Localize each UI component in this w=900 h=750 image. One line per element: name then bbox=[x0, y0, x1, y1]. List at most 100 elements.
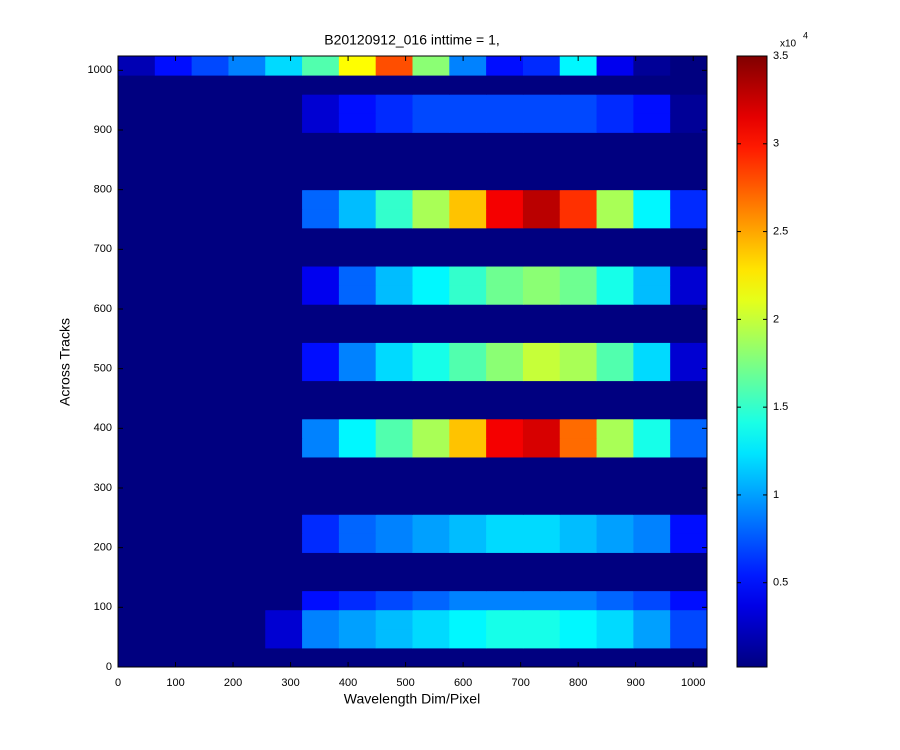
heatmap-cell bbox=[449, 132, 487, 152]
heatmap-cell bbox=[191, 552, 229, 573]
heatmap-cell bbox=[154, 170, 193, 191]
heatmap-cell bbox=[522, 132, 561, 152]
heatmap-cell bbox=[228, 590, 266, 611]
heatmap-cell bbox=[228, 533, 266, 553]
heatmap-cell bbox=[633, 304, 671, 324]
heatmap-cell bbox=[118, 266, 156, 286]
heatmap-cell bbox=[522, 227, 561, 248]
heatmap-cell bbox=[670, 590, 708, 611]
heatmap-cell bbox=[412, 208, 450, 229]
heatmap-cell bbox=[375, 552, 413, 573]
heatmap-cell bbox=[191, 208, 229, 229]
heatmap-cell bbox=[302, 361, 340, 382]
heatmap-cell bbox=[375, 590, 413, 611]
heatmap-cell bbox=[412, 361, 450, 382]
heatmap-cell bbox=[265, 246, 303, 267]
heatmap-cell bbox=[228, 342, 266, 362]
heatmap-cell bbox=[191, 285, 229, 305]
heatmap-cell bbox=[118, 418, 156, 439]
heatmap-cell bbox=[559, 514, 598, 534]
heatmap-cell bbox=[559, 323, 598, 343]
heatmap-cell bbox=[265, 514, 303, 534]
heatmap-cell bbox=[670, 94, 708, 114]
heatmap-cell bbox=[154, 75, 193, 95]
heatmap-cell bbox=[412, 456, 450, 477]
heatmap-cell bbox=[338, 380, 377, 401]
heatmap-cell bbox=[338, 647, 377, 668]
heatmap-cell bbox=[412, 56, 450, 76]
heatmap-cell bbox=[302, 399, 340, 420]
heatmap-cell bbox=[118, 132, 156, 152]
heatmap-cell bbox=[449, 418, 487, 439]
heatmap-cell bbox=[154, 227, 193, 248]
heatmap-cell bbox=[154, 266, 193, 286]
heatmap-cell bbox=[228, 304, 266, 324]
heatmap-cell bbox=[486, 552, 524, 573]
heatmap-cell bbox=[522, 380, 561, 401]
heatmap-cell bbox=[338, 56, 377, 76]
heatmap-cell bbox=[486, 533, 524, 553]
heatmap-cell bbox=[302, 342, 340, 362]
heatmap-cell bbox=[375, 571, 413, 592]
heatmap-cell bbox=[559, 533, 598, 553]
heatmap-cell bbox=[412, 399, 450, 420]
y-tick-label: 0 bbox=[106, 661, 112, 673]
heatmap-cell bbox=[191, 609, 229, 630]
heatmap-cell bbox=[670, 552, 708, 573]
heatmap-cell bbox=[118, 514, 156, 534]
colorbar-tick-label: 3.5 bbox=[773, 50, 788, 62]
heatmap-cell bbox=[191, 342, 229, 362]
heatmap-cell bbox=[633, 361, 671, 382]
heatmap-cell bbox=[486, 323, 524, 343]
y-tick-label: 300 bbox=[94, 482, 112, 494]
heatmap-cell bbox=[302, 456, 340, 477]
heatmap-cell bbox=[265, 227, 303, 248]
heatmap-cell bbox=[670, 285, 708, 305]
heatmap-cell bbox=[302, 266, 340, 286]
heatmap-cell bbox=[338, 399, 377, 420]
heatmap-cell bbox=[633, 75, 671, 95]
colorbar-multiplier: x10 bbox=[780, 39, 797, 50]
heatmap-cell bbox=[154, 56, 193, 76]
heatmap-cell bbox=[265, 266, 303, 286]
heatmap-cell bbox=[375, 628, 413, 649]
heatmap-cell bbox=[486, 246, 524, 267]
heatmap-cell bbox=[228, 399, 266, 420]
heatmap-cell bbox=[633, 208, 671, 229]
heatmap-cell bbox=[338, 476, 377, 496]
heatmap-cell bbox=[154, 285, 193, 305]
heatmap-cell bbox=[265, 208, 303, 229]
heatmap-cell bbox=[596, 189, 634, 210]
heatmap-cell bbox=[375, 266, 413, 286]
heatmap-cell bbox=[228, 514, 266, 534]
heatmap-cell bbox=[302, 609, 340, 630]
heatmap-cell bbox=[228, 380, 266, 401]
heatmap-cell bbox=[559, 151, 598, 172]
heatmap-cell bbox=[522, 266, 561, 286]
heatmap-cell bbox=[118, 399, 156, 420]
heatmap-cell bbox=[265, 170, 303, 191]
y-tick-label: 900 bbox=[94, 124, 112, 136]
heatmap-cell bbox=[559, 342, 598, 362]
heatmap-cell bbox=[228, 170, 266, 191]
heatmap-cell bbox=[559, 571, 598, 592]
heatmap-cell bbox=[191, 590, 229, 611]
heatmap-cell bbox=[522, 113, 561, 133]
heatmap-cell bbox=[412, 132, 450, 152]
heatmap-cell bbox=[228, 609, 266, 630]
y-tick-label: 200 bbox=[94, 542, 112, 554]
heatmap-cell bbox=[302, 380, 340, 401]
heatmap-cell bbox=[522, 56, 561, 76]
heatmap-cell bbox=[522, 552, 561, 573]
colorbar-tick-label: 2 bbox=[773, 313, 779, 325]
heatmap-cell bbox=[559, 399, 598, 420]
heatmap-cell bbox=[412, 304, 450, 324]
heatmap-cell bbox=[449, 609, 487, 630]
heatmap-cell bbox=[449, 552, 487, 573]
heatmap-cell bbox=[670, 647, 708, 668]
heatmap-cell bbox=[154, 590, 193, 611]
heatmap-cell bbox=[596, 399, 634, 420]
heatmap-cell bbox=[596, 75, 634, 95]
heatmap-cell bbox=[670, 342, 708, 362]
heatmap-cell bbox=[596, 571, 634, 592]
